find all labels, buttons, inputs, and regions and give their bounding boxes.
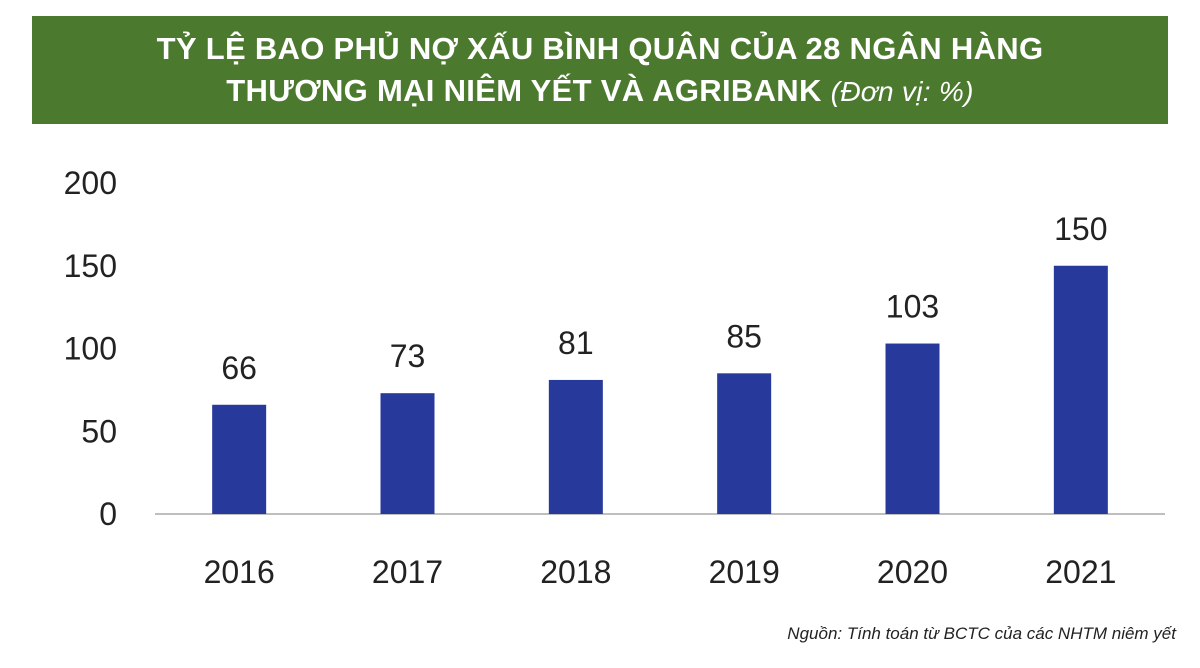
data-label: 73 [390, 338, 426, 374]
data-label: 85 [726, 318, 762, 354]
y-tick-label: 100 [64, 331, 117, 367]
chart-title-line-1: TỶ LỆ BAO PHỦ NỢ XẤU BÌNH QUÂN CỦA 28 NG… [156, 30, 1044, 66]
bar-2017 [380, 393, 435, 514]
chart-title-banner: TỶ LỆ BAO PHỦ NỢ XẤU BÌNH QUÂN CỦA 28 NG… [32, 16, 1168, 124]
x-tick-label: 2018 [540, 554, 611, 590]
data-label: 66 [221, 350, 257, 386]
bar-2018 [548, 379, 603, 514]
bar-2021 [1053, 265, 1108, 514]
chart-title-line-2: THƯƠNG MẠI NIÊM YẾT VÀ AGRIBANK (Đơn vị:… [226, 70, 973, 113]
bar-2016 [212, 404, 267, 514]
x-tick-label: 2016 [204, 554, 275, 590]
x-tick-label: 2019 [709, 554, 780, 590]
y-tick-label: 200 [64, 165, 117, 201]
chart-title-text: THƯƠNG MẠI NIÊM YẾT VÀ AGRIBANK [226, 72, 822, 108]
bar-2019 [717, 373, 772, 514]
x-tick-label: 2017 [372, 554, 443, 590]
x-tick-label: 2020 [877, 554, 948, 590]
x-tick-label: 2021 [1045, 554, 1116, 590]
data-label: 150 [1054, 211, 1107, 247]
source-note: Nguồn: Tính toán từ BCTC của các NHTM ni… [787, 624, 1176, 643]
y-tick-label: 50 [81, 413, 117, 449]
y-tick-label: 0 [99, 496, 117, 532]
bar-2020 [885, 343, 940, 514]
data-label: 81 [558, 325, 594, 361]
y-tick-label: 150 [64, 248, 117, 284]
data-label: 103 [886, 289, 939, 325]
chart-unit-label: (Đơn vị: %) [830, 75, 974, 107]
